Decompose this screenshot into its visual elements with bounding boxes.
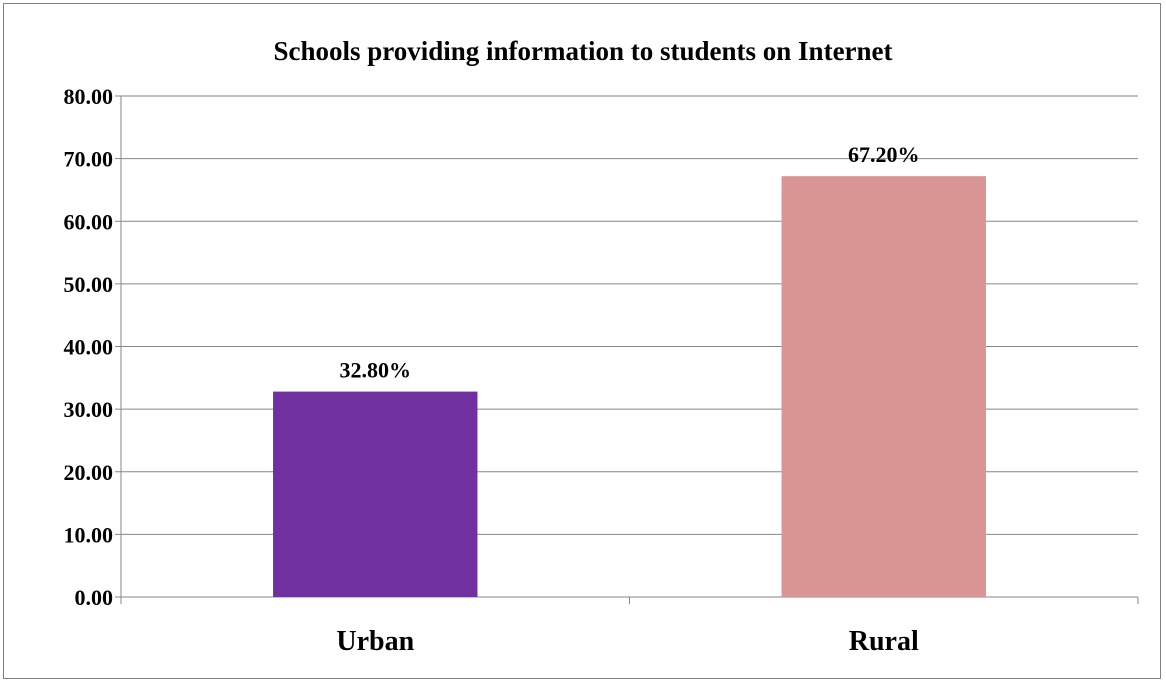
labels: 0.00 10.00 20.00 30.00 40.00 50.00 60.00 70.00 8… <box>64 84 920 657</box>
chart-title: Schools providing information to student… <box>273 36 892 66</box>
y-tick-label: 60.00 <box>64 209 114 234</box>
data-label: 32.80% <box>340 358 412 383</box>
chart-frame: Schools providing information to student… <box>3 3 1161 679</box>
bar-rural <box>781 176 986 597</box>
y-tick-label: 20.00 <box>64 460 114 485</box>
x-category-label: Urban <box>336 626 414 657</box>
y-tick-label: 40.00 <box>64 335 114 360</box>
bar-urban <box>273 391 478 597</box>
bars <box>273 176 986 597</box>
x-category-label: Rural <box>849 626 919 657</box>
y-tick-label: 70.00 <box>64 147 114 172</box>
y-tick-label: 10.00 <box>64 522 114 547</box>
data-label: 67.20% <box>848 142 920 167</box>
bar-chart: Schools providing information to student… <box>64 36 1139 657</box>
y-tick-label: 50.00 <box>64 272 114 297</box>
y-tick-label: 80.00 <box>64 84 114 109</box>
y-tick-label: 0.00 <box>75 585 114 610</box>
y-tick-label: 30.00 <box>64 397 114 422</box>
